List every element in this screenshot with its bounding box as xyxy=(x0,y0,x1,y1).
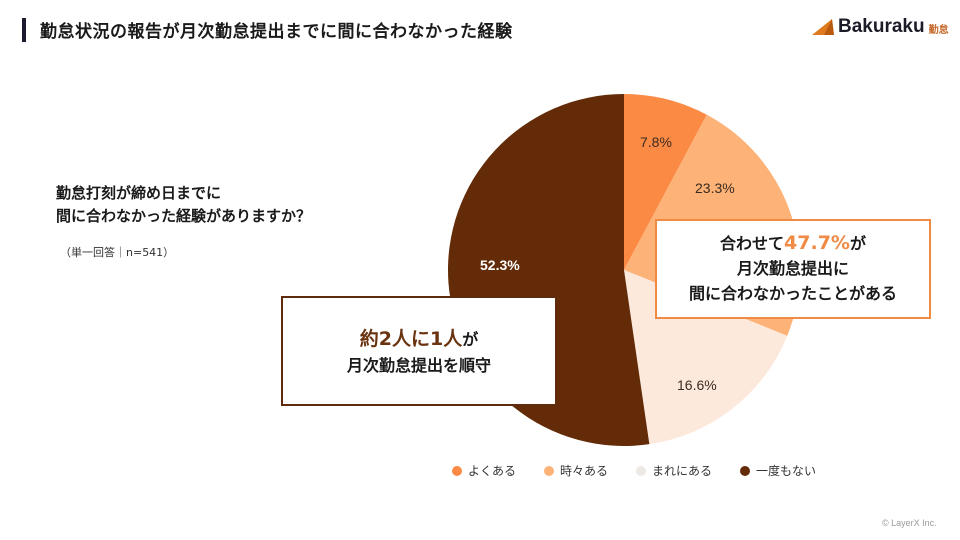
slice-label-never: 52.3% xyxy=(480,257,520,273)
callout-left-line-2: 月次勤怠提出を順守 xyxy=(346,356,491,375)
logo-brand: Bakuraku xyxy=(838,16,925,37)
legend-label: よくある xyxy=(468,464,517,478)
legend-dot-icon xyxy=(544,465,555,476)
slice-label-rarely: 16.6% xyxy=(677,377,717,393)
survey-note: （単一回答｜n=541） xyxy=(60,246,175,259)
legend-label: まれにある xyxy=(652,464,713,478)
callout-late-total: 合わせて47.7%が 月次勤怠提出に 間に合わなかったことがある xyxy=(655,219,931,319)
legend-item-sometimes: 時々ある xyxy=(544,462,608,479)
callout-left-suffix: が xyxy=(462,330,479,349)
bakuraku-logo-icon xyxy=(812,19,834,35)
callout-left-highlight-2: 1人 xyxy=(430,328,463,350)
title-accent-bar xyxy=(22,18,26,42)
legend-item-often: よくある xyxy=(452,462,516,479)
question-line-2: 間に合わなかった経験がありますか？ xyxy=(56,207,312,225)
bakuraku-logo: Bakuraku 勤怠 xyxy=(812,16,949,38)
callout-left-line-1: 約2人に1人が xyxy=(283,326,555,353)
callout-right-highlight: 47.7% xyxy=(784,232,850,254)
question-line-1: 勤怠打刻が締め日までに xyxy=(56,184,222,202)
legend-label: 時々ある xyxy=(560,464,609,478)
callout-left-middle: に xyxy=(410,328,430,350)
callout-right-prefix: 合わせて xyxy=(720,234,785,253)
logo-sub: 勤怠 xyxy=(928,25,949,36)
slice-label-often: 7.8% xyxy=(640,134,672,150)
legend-label: 一度もない xyxy=(756,464,817,478)
legend-dot-icon xyxy=(636,465,647,476)
page-title: 勤怠状況の報告が月次勤怠提出までに間に合わなかった経験 xyxy=(40,22,513,42)
survey-question: 勤怠打刻が締め日までに 間に合わなかった経験がありますか？ xyxy=(56,182,311,228)
copyright: © LayerX Inc. xyxy=(882,518,937,528)
callout-right-line-3: 間に合わなかったことがある xyxy=(688,284,897,303)
legend-dot-icon xyxy=(740,465,751,476)
callout-right-suffix: が xyxy=(849,234,866,253)
slice-label-sometimes: 23.3% xyxy=(695,180,735,196)
callout-right-line-1: 合わせて47.7%が xyxy=(657,231,929,256)
callout-left-highlight-1: 約2人 xyxy=(359,328,411,350)
legend-item-rarely: まれにある xyxy=(636,462,712,479)
callout-compliant: 約2人に1人が 月次勤怠提出を順守 xyxy=(281,296,557,406)
chart-legend: よくある 時々ある まれにある 一度もない xyxy=(452,462,844,479)
pie-slice-0 xyxy=(624,94,707,270)
legend-item-never: 一度もない xyxy=(740,462,816,479)
legend-dot-icon xyxy=(452,465,462,476)
callout-right-line-2: 月次勤怠提出に xyxy=(736,259,849,278)
